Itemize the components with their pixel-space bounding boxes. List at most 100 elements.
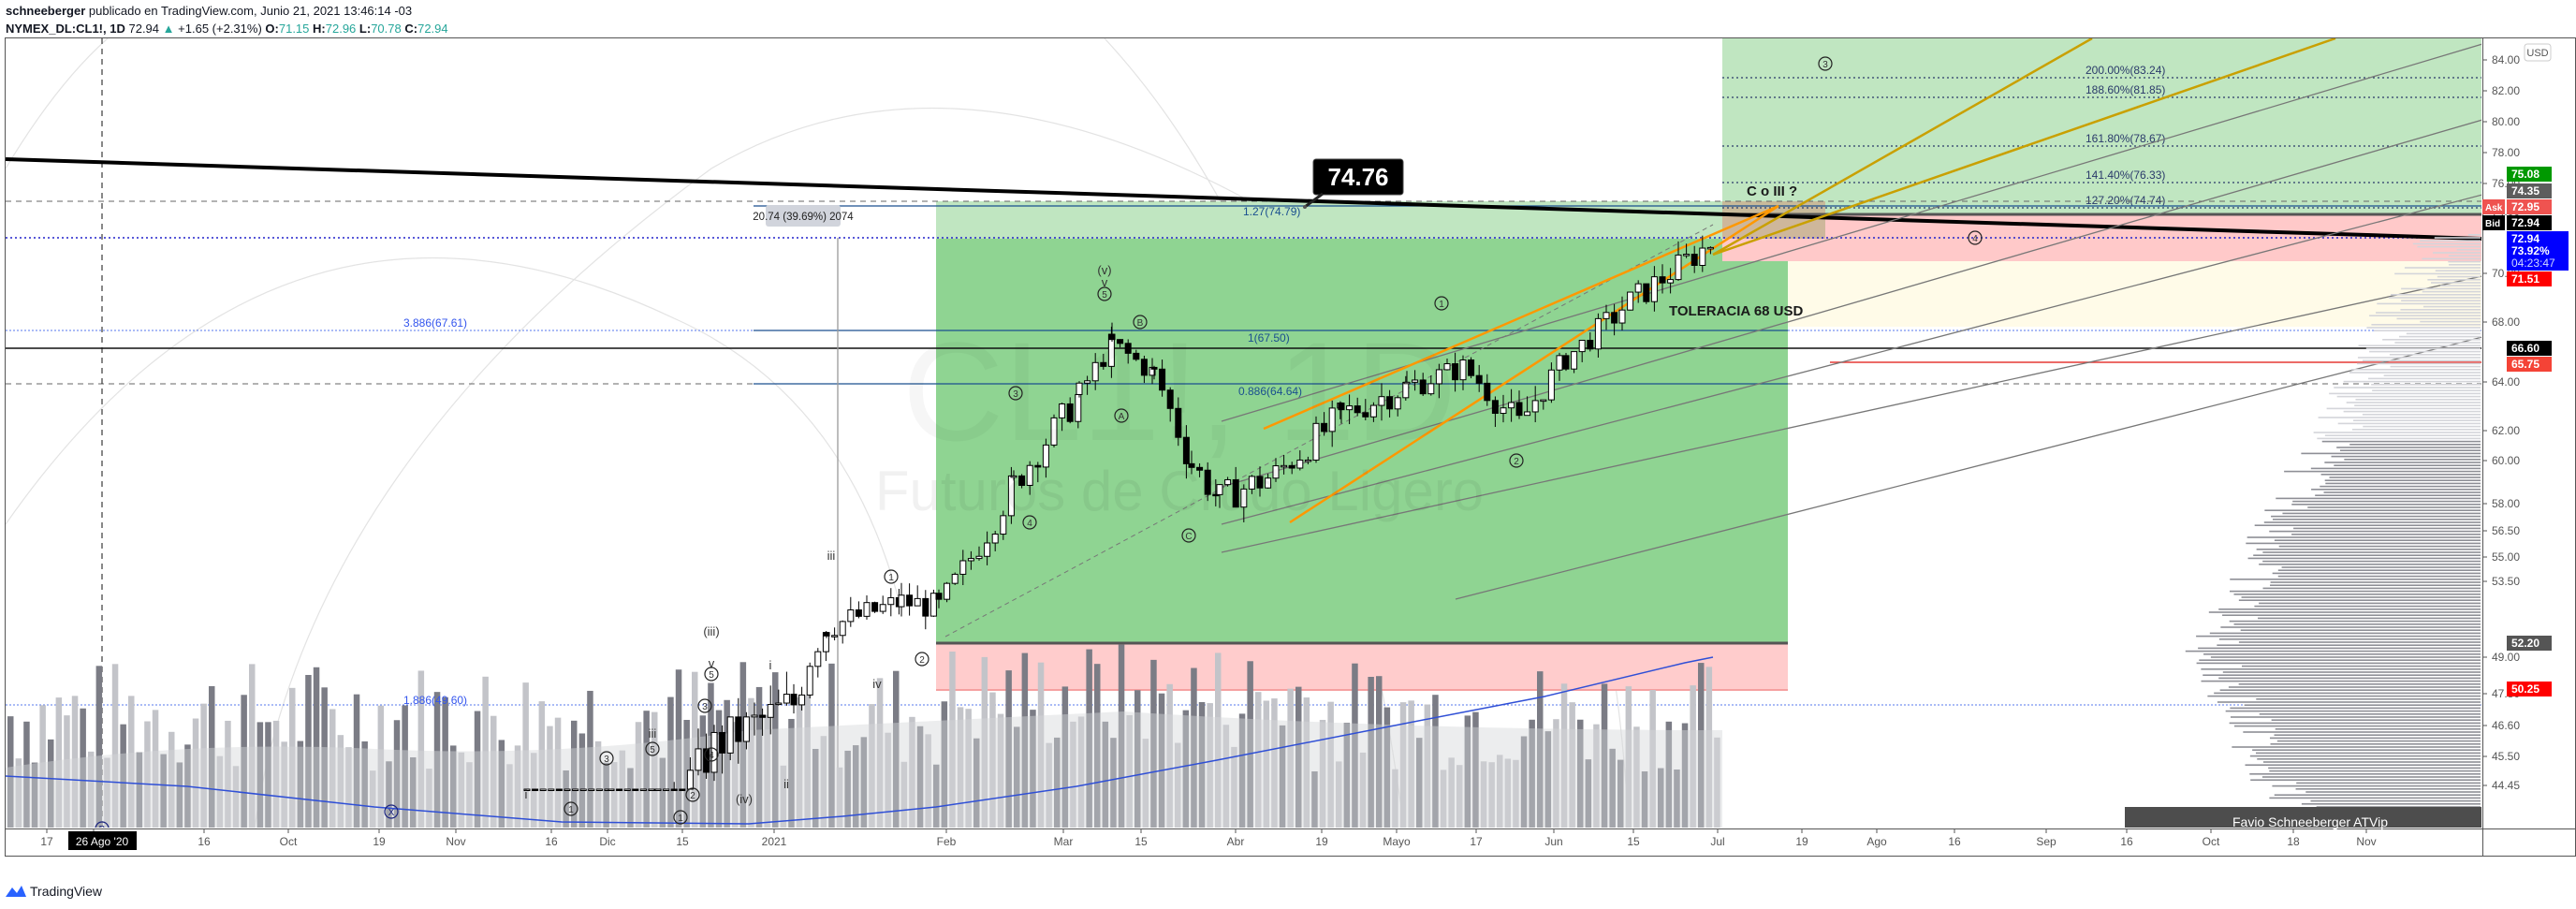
open-label: O: [265, 22, 279, 36]
wave-label[interactable]: 3 [1013, 389, 1018, 400]
low-value: 70.78 [371, 22, 402, 36]
ask-label: Ask [2485, 203, 2503, 213]
badge-6660: 66.60 [2511, 342, 2539, 355]
projection-stop-zone[interactable] [1722, 214, 2482, 261]
fib-1-label: 1(67.50) [1248, 331, 1290, 345]
crosshair-date-badge [68, 831, 137, 850]
wave-label[interactable]: (iii) [703, 624, 719, 638]
price-tick: 58.00 [2492, 497, 2520, 510]
wave-label[interactable]: 2 [919, 655, 925, 666]
elliott-wave-labels[interactable]: 34(v)v5BAC123412iiiiviii(iii)(iv)v53412i… [95, 56, 1983, 835]
price-tick: 55.00 [2492, 550, 2520, 564]
badge-bid: 72.94 [2511, 216, 2539, 229]
price-tick: 53.50 [2492, 575, 2520, 588]
wave-label[interactable]: (v) [1097, 263, 1111, 277]
tolerance-note[interactable]: TOLERACIA 68 USD [1669, 303, 1804, 319]
author-name[interactable]: schneeberger [6, 4, 86, 18]
wave-label[interactable]: 1 [678, 814, 683, 824]
badge-7435: 74.35 [2511, 184, 2539, 198]
price-tick: 62.00 [2492, 424, 2520, 437]
wave-label[interactable]: iv [872, 677, 882, 691]
wave-label[interactable]: 4 [1972, 234, 1978, 244]
wave-label[interactable]: 2 [690, 791, 695, 801]
crosshair-date: 26 Ago '20 [76, 835, 129, 848]
candlesticks[interactable] [523, 235, 1714, 791]
badge-5025: 50.25 [2511, 682, 2539, 696]
wave-label[interactable]: i [769, 658, 772, 672]
badge-7508: 75.08 [2511, 168, 2539, 181]
price-tick: 84.00 [2492, 53, 2520, 66]
wave-label[interactable]: 2 [1514, 457, 1519, 467]
time-tick: Nov [2356, 835, 2376, 848]
wave-label[interactable]: 3 [1822, 60, 1828, 70]
price-tick: 45.50 [2492, 750, 2520, 763]
wave-label[interactable]: 5 [709, 670, 714, 681]
time-tick: 19 [1315, 835, 1328, 848]
ext-1886-label: 188.60%(81.85) [2086, 83, 2165, 96]
wave-label[interactable]: B [99, 825, 106, 835]
close-value: 72.94 [417, 22, 448, 36]
wave-label[interactable]: 3 [702, 702, 708, 712]
wave-label[interactable]: 5 [650, 745, 655, 755]
price-callout[interactable]: 74.76 [1303, 158, 1404, 209]
wave-label[interactable]: (iv) [736, 792, 753, 806]
price-tick: 49.00 [2492, 651, 2520, 664]
scenario-note[interactable]: C o III ? [1747, 183, 1797, 199]
wave-label[interactable]: 1 [568, 805, 574, 815]
time-tick: 15 [676, 835, 689, 848]
channel-lines[interactable] [1221, 43, 2482, 600]
time-tick: Jul [1710, 835, 1724, 848]
wave-label[interactable]: iii [827, 549, 836, 563]
wave-label[interactable]: iii [649, 726, 657, 740]
wave-label[interactable]: 1 [888, 573, 894, 583]
badge-ask: 72.95 [2511, 200, 2539, 213]
last-price: 72.94 [128, 22, 160, 36]
tradingview-logo-icon[interactable] [6, 885, 26, 898]
wave-label[interactable]: 5 [1102, 290, 1107, 301]
tradingview-brand[interactable]: TradingView [30, 884, 103, 899]
price-axis[interactable]: 84.0082.0080.0078.0076.0074.0070.0068.00… [2482, 53, 2520, 792]
wave-label[interactable]: C [1185, 532, 1192, 542]
measure-badge [766, 205, 841, 227]
wave-label[interactable]: v [709, 656, 715, 670]
volume-profile [2185, 234, 2481, 826]
projection-target-zone[interactable] [1722, 38, 2482, 214]
ext-1414-label: 141.40%(76.33) [2086, 169, 2165, 182]
wave-label[interactable]: X [388, 808, 395, 818]
low-label: L: [359, 22, 372, 36]
price-change: +1.65 (+2.31%) [178, 22, 262, 36]
wave-label[interactable]: v [1102, 275, 1108, 289]
time-tick: 16 [2120, 835, 2133, 848]
wave-label[interactable]: 1 [1439, 300, 1444, 310]
stop-zone[interactable] [936, 643, 1788, 690]
signature-text: Favio Schneeberger ATVip [2232, 814, 2388, 829]
wave-label[interactable]: 4 [1027, 519, 1032, 529]
price-tick: 64.00 [2492, 375, 2520, 389]
wave-label[interactable]: B [1137, 318, 1144, 329]
currency-box[interactable] [2524, 43, 2552, 62]
time-tick: Mar [1054, 835, 1074, 848]
fib-0886-label: 0.886(64.64) [1238, 385, 1302, 398]
wave-label[interactable]: 4 [709, 751, 714, 761]
wave-label[interactable]: A [1119, 412, 1125, 422]
callout-price: 74.76 [1327, 163, 1388, 191]
up-arrow-icon: ▲ [162, 22, 175, 36]
time-tick: Nov [446, 835, 465, 848]
badge-pct: 73.92% [2511, 244, 2550, 257]
time-tick: 17 [1470, 835, 1483, 848]
publish-line: schneeberger publicado en TradingView.co… [6, 2, 448, 20]
time-tick: 16 [545, 835, 558, 848]
open-value: 71.15 [278, 22, 310, 36]
wave-label[interactable]: 3 [604, 755, 609, 765]
time-axis[interactable]: 17 Sep 16 Oct 19 Nov 16 Dic 15 2021 Feb Mar 15 Abr 19 M… [40, 828, 2377, 848]
badge-7151: 71.51 [2511, 272, 2539, 286]
time-tick: Dic [599, 835, 615, 848]
volume-ma-area [6, 711, 1722, 828]
resistance-trendline[interactable] [6, 157, 2482, 241]
wave-label[interactable]: ii [783, 777, 789, 791]
price-tick: 60.00 [2492, 454, 2520, 467]
fib-127-label: 1.27(74.79) [1243, 205, 1300, 218]
symbol-label[interactable]: NYMEX_DL:CL1!, 1D [6, 22, 125, 36]
wave-label[interactable]: i [525, 787, 528, 801]
